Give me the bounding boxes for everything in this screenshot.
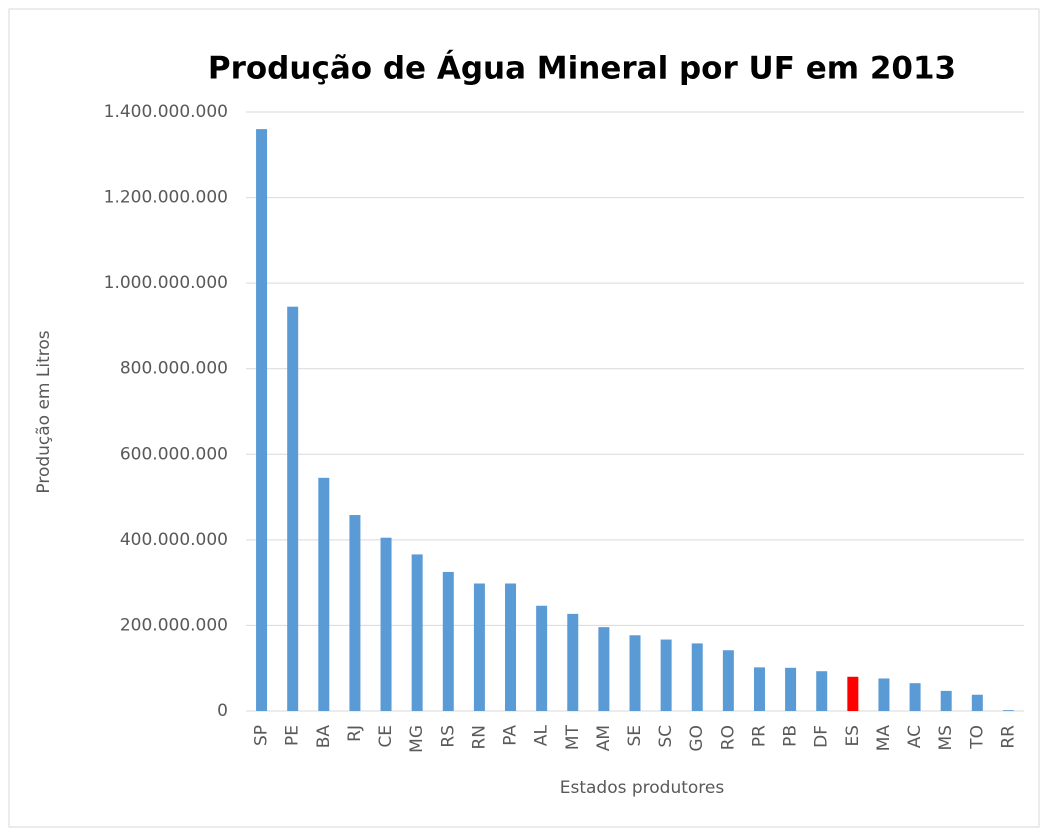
x-tick-label: MS: [936, 725, 956, 750]
bar: [629, 635, 641, 711]
y-tick-label: 400.000.000: [120, 530, 228, 550]
chart-border: [8, 8, 1040, 828]
bar: [318, 477, 330, 711]
y-tick-label: 600.000.000: [120, 444, 228, 464]
x-tick-label: TO: [967, 725, 987, 750]
x-tick-label: ES: [843, 725, 863, 747]
y-tick-label: 800.000.000: [120, 359, 228, 379]
bar: [909, 683, 921, 711]
bar: [847, 676, 859, 711]
x-tick-label: MA: [874, 725, 894, 752]
x-tick-label: RJ: [345, 725, 365, 742]
bar: [505, 583, 517, 711]
x-tick-label: AC: [905, 725, 925, 748]
bar: [598, 627, 610, 711]
y-tick-label: 0: [217, 701, 228, 721]
bar: [536, 605, 548, 711]
bar: [753, 667, 765, 711]
x-tick-label: CE: [376, 725, 396, 748]
bar: [442, 571, 454, 711]
x-tick-label: SC: [656, 725, 676, 748]
y-tick-label: 1.200.000.000: [104, 188, 228, 208]
bar: [660, 639, 672, 711]
x-tick-label: RR: [998, 725, 1018, 749]
y-tick-label: 1.400.000.000: [104, 102, 228, 122]
bar: [287, 306, 299, 711]
x-tick-label: RO: [718, 725, 738, 750]
chart-title: Produção de Água Mineral por UF em 2013: [208, 51, 956, 87]
x-axis-label: Estados produtores: [560, 778, 725, 798]
y-tick-label: 200.000.000: [120, 615, 228, 635]
bar: [878, 678, 890, 711]
x-tick-label: SE: [625, 725, 645, 747]
x-tick-label: SP: [252, 725, 272, 746]
x-tick-label: RS: [438, 725, 458, 748]
x-tick-label: PR: [749, 725, 769, 747]
x-tick-label: BA: [314, 725, 334, 749]
x-tick-label: DF: [812, 725, 832, 748]
bar: [971, 694, 983, 711]
x-tick-label: RN: [469, 725, 489, 750]
x-tick-label: PE: [283, 725, 303, 746]
bar: [411, 554, 423, 711]
x-tick-label: GO: [687, 725, 707, 752]
y-axis-label: Produção em Litros: [34, 330, 54, 493]
x-tick-label: MT: [563, 724, 583, 750]
x-tick-label: AM: [594, 725, 614, 751]
bar: [785, 667, 797, 711]
bar: [567, 613, 579, 711]
x-tick-label: MG: [407, 725, 427, 753]
bar: [722, 650, 734, 711]
bar: [256, 129, 268, 712]
x-tick-label: AL: [532, 724, 552, 746]
bar: [816, 671, 828, 711]
y-tick-label: 1.000.000.000: [104, 273, 228, 293]
bar: [349, 515, 361, 711]
bar: [473, 583, 485, 711]
bar: [1002, 710, 1014, 711]
bar: [691, 643, 703, 711]
x-tick-label: PB: [781, 725, 801, 747]
x-tick-label: PA: [501, 725, 521, 746]
bar: [380, 537, 392, 711]
bar: [940, 690, 952, 711]
